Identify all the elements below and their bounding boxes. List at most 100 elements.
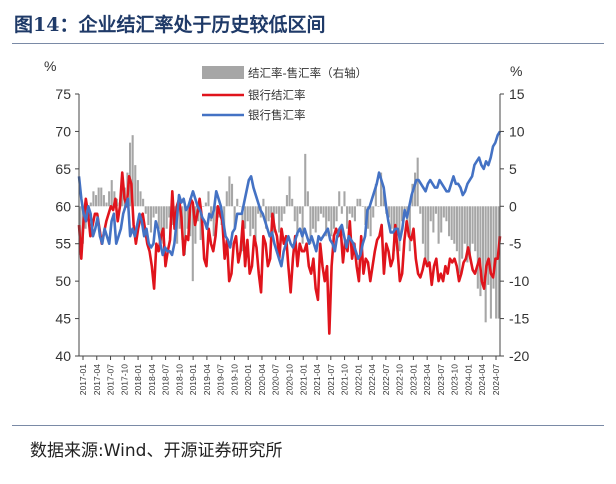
diff-bar: [121, 187, 124, 207]
legend-label: 结汇率-售汇率（右轴）: [248, 66, 367, 80]
diff-bar: [437, 206, 440, 244]
diff-bar: [131, 135, 134, 207]
left-tick-label: 75: [55, 86, 71, 102]
diff-bar: [445, 206, 448, 222]
x-tick-label: 2022-10: [395, 364, 405, 395]
diff-bar: [414, 172, 417, 207]
figure-title: 图14：企业结汇率处于历史较低区间: [14, 14, 326, 36]
diff-bar: [89, 202, 92, 207]
x-tick-label: 2023-01: [408, 364, 418, 395]
left-axis-unit: %: [44, 58, 56, 74]
diff-bar: [278, 206, 281, 233]
diff-bar: [335, 206, 338, 222]
diff-bar: [492, 206, 495, 289]
right-tick-label: 5: [509, 161, 517, 177]
diff-bar: [369, 206, 372, 237]
settle-line: [77, 171, 502, 335]
x-tick-label: 2019-10: [229, 364, 239, 395]
diff-bar: [471, 206, 474, 244]
diff-bar: [249, 206, 252, 237]
left-tick-label: 40: [55, 348, 71, 364]
diff-bar: [466, 206, 469, 263]
x-tick-label: 2017-01: [78, 364, 88, 395]
diff-bar: [361, 206, 364, 207]
diff-bar: [264, 206, 268, 229]
diff-bar: [191, 206, 194, 282]
diff-bar: [202, 206, 205, 207]
x-tick-label: 2021-10: [340, 364, 350, 395]
diff-bar: [429, 206, 432, 222]
diff-bar: [139, 191, 142, 207]
diff-bar: [288, 176, 291, 207]
diff-bar: [199, 206, 202, 240]
x-tick-label: 2017-04: [92, 364, 102, 395]
right-tick-label: -15: [509, 311, 529, 327]
diff-bar: [149, 206, 153, 233]
diff-bar: [100, 187, 103, 207]
diff-bar: [147, 206, 150, 225]
x-tick-label: 2021-01: [298, 364, 308, 395]
diff-bar: [398, 206, 401, 252]
diff-bar: [458, 206, 461, 274]
diff-bar: [204, 202, 207, 207]
diff-bar: [134, 165, 137, 207]
diff-bar: [136, 180, 139, 207]
left-tick-label: 60: [55, 198, 71, 214]
diff-bar: [440, 206, 443, 233]
diff-bar: [92, 191, 95, 207]
diff-bar: [312, 206, 315, 229]
diff-bar: [421, 206, 424, 244]
diff-bar: [479, 206, 482, 297]
x-tick-label: 2019-01: [188, 364, 198, 395]
diff-bar: [340, 206, 343, 214]
diff-bar: [238, 206, 241, 207]
diff-bar: [442, 206, 445, 218]
diff-bar: [283, 206, 286, 214]
x-tick-label: 2024-07: [491, 364, 501, 395]
diff-bar: [327, 206, 330, 222]
diff-bar: [351, 206, 354, 218]
diff-bar: [285, 195, 288, 207]
diff-bar: [374, 183, 377, 207]
x-tick-label: 2019-04: [202, 364, 212, 395]
diff-bar: [306, 191, 309, 207]
right-tick-label: 15: [509, 86, 525, 102]
diff-bar: [207, 191, 210, 207]
diff-bar: [296, 206, 299, 237]
title-divider: [12, 43, 604, 44]
diff-bar: [309, 206, 312, 244]
diff-bar: [432, 206, 435, 233]
diff-bar: [251, 206, 254, 229]
diff-bar: [298, 206, 302, 214]
x-tick-label: 2020-04: [257, 364, 267, 395]
diff-bar: [380, 172, 383, 207]
diff-bar: [165, 206, 168, 229]
diff-bar: [325, 206, 328, 237]
source-divider: [12, 425, 604, 426]
x-tick-label: 2018-07: [161, 364, 171, 395]
diff-bar: [474, 206, 477, 252]
right-tick-label: 10: [509, 123, 525, 139]
diff-bar: [95, 195, 98, 207]
left-tick-label: 50: [55, 273, 71, 289]
diff-bar: [448, 206, 451, 237]
diff-bar: [301, 206, 304, 244]
legend-label: 银行结汇率: [248, 88, 306, 102]
diff-bar: [233, 206, 236, 229]
source-note: 数据来源:Wind、开源证券研究所: [30, 441, 283, 461]
diff-bar: [157, 206, 160, 229]
diff-bar: [424, 206, 427, 259]
diff-bar: [225, 191, 228, 207]
diff-bar: [275, 206, 278, 214]
left-tick-label: 65: [55, 161, 71, 177]
diff-bar: [461, 206, 464, 259]
diff-bar: [160, 206, 163, 244]
diff-bar: [108, 191, 111, 207]
diff-bar: [482, 206, 485, 282]
right-tick-label: -20: [509, 348, 529, 364]
diff-bar: [453, 206, 456, 244]
x-tick-label: 2020-01: [243, 364, 253, 395]
x-tick-label: 2018-04: [147, 364, 157, 395]
